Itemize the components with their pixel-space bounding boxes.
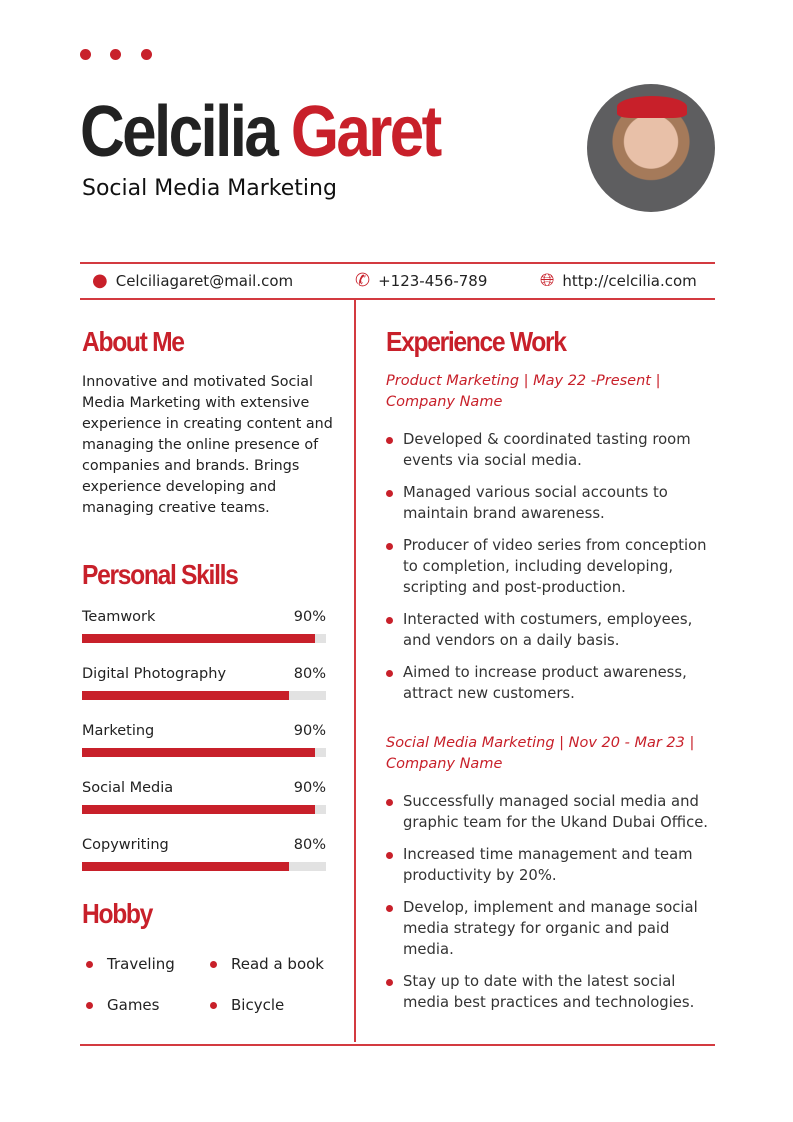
hobby-item: Games (86, 996, 159, 1014)
skill-percent: 90% (293, 780, 326, 796)
skill-item: Teamwork 90% (82, 609, 326, 643)
email-text: Celciliagaret@mail.com (115, 271, 294, 290)
divider (80, 262, 715, 264)
skills-heading: Personal Skills (82, 559, 239, 590)
skill-percent: 80% (293, 837, 326, 853)
divider (80, 1044, 715, 1046)
skill-bar-fill (82, 805, 315, 814)
phone-icon: ✆ (355, 270, 371, 291)
decor-dot (80, 49, 91, 60)
contact-email: ● Celciliagaret@mail.com (92, 270, 293, 291)
bullet-item: Successfully managed social media and gr… (386, 791, 716, 833)
skill-percent: 80% (293, 666, 326, 682)
skill-bar-fill (82, 691, 289, 700)
skill-bar (82, 634, 326, 643)
contact-phone: ✆ +123-456-789 (355, 270, 487, 291)
skill-percent: 90% (293, 723, 326, 739)
job-role: Product Marketing | May 22 -Present | Com… (386, 373, 661, 410)
skill-bar (82, 691, 326, 700)
profile-photo (587, 84, 715, 212)
phone-text: +123-456-789 (378, 271, 488, 290)
skill-bar (82, 748, 326, 757)
about-heading: About Me (82, 326, 185, 357)
skill-bar-fill (82, 634, 315, 643)
skill-item: Social Media 90% (82, 780, 326, 814)
bullet-item: Developed & coordinated tasting room eve… (386, 429, 716, 471)
skill-percent: 90% (293, 609, 326, 625)
skill-item: Digital Photography 80% (82, 666, 326, 700)
skill-name: Marketing (82, 723, 155, 739)
decor-dot (110, 49, 121, 60)
column-divider (354, 300, 356, 1042)
bullet-item: Develop, implement and manage social med… (386, 897, 716, 960)
job-title: Social Media Marketing (82, 176, 337, 201)
bullet-item: Increased time management and team produ… (386, 844, 716, 886)
skill-item: Copywriting 80% (82, 837, 326, 871)
last-name: Garet (290, 92, 442, 172)
contact-website: 🌐︎ http://celcilia.com (540, 270, 697, 291)
hobby-item: Traveling (86, 955, 175, 973)
skill-name: Teamwork (82, 609, 156, 625)
person-icon: ● (92, 270, 108, 291)
skill-name: Copywriting (82, 837, 169, 853)
about-text: Innovative and motivated Social Media Ma… (82, 374, 333, 516)
job-1: Product Marketing | May 22 -Present | Com… (386, 371, 716, 715)
skill-name: Social Media (82, 780, 174, 796)
first-name: Celcilia (80, 92, 279, 172)
experience-heading: Experience Work (386, 326, 567, 357)
skill-name: Digital Photography (82, 666, 227, 682)
divider (80, 298, 715, 300)
job-2: Social Media Marketing | Nov 20 - Mar 23… (386, 733, 716, 1024)
website-text: http://celcilia.com (562, 271, 697, 290)
skill-bar (82, 805, 326, 814)
bullet-item: Aimed to increase product awareness, att… (386, 662, 716, 704)
skill-item: Marketing 90% (82, 723, 326, 757)
job-role: Social Media Marketing | Nov 20 - Mar 23… (386, 735, 695, 772)
full-name: Celcilia Garet (80, 92, 442, 172)
hobby-heading: Hobby (82, 898, 153, 929)
hobby-item: Bicycle (210, 996, 284, 1014)
bullet-item: Interacted with costumers, employees, an… (386, 609, 716, 651)
bullet-item: Producer of video series from conception… (386, 535, 716, 598)
globe-icon: 🌐︎ (540, 270, 555, 291)
skill-bar-fill (82, 748, 315, 757)
bullet-item: Managed various social accounts to maint… (386, 482, 716, 524)
decor-dot (141, 49, 152, 60)
bullet-item: Stay up to date with the latest social m… (386, 971, 716, 1013)
skill-bar (82, 862, 326, 871)
skill-bar-fill (82, 862, 289, 871)
hobby-item: Read a book (210, 955, 324, 973)
